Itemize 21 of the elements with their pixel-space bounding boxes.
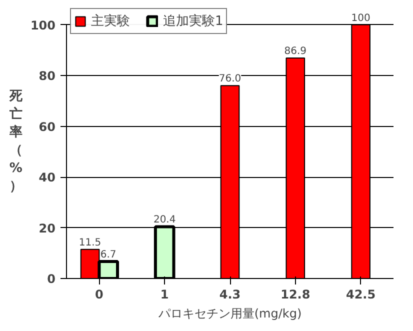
x-tick-label: 42.5	[346, 288, 376, 302]
y-tick-label: 100	[30, 18, 56, 32]
y-tick-label: 80	[38, 69, 56, 84]
data-label: 6.7	[100, 250, 116, 260]
y-tick-label: 20	[38, 221, 56, 236]
data-label: 11.5	[78, 237, 102, 248]
legend-label: 主実験	[91, 13, 130, 30]
data-label: 86.9	[284, 46, 307, 58]
data-label: 76.0	[218, 74, 242, 85]
x-tick-label: 0	[95, 288, 104, 302]
data-label: 20.4	[153, 214, 176, 226]
y-tick-label: 60	[38, 120, 56, 134]
legend-label: 追加実験1	[163, 13, 224, 30]
y-tick-label: 40	[38, 170, 56, 185]
x-tick-label: 4.3	[219, 288, 241, 302]
x-tick-label: 1	[160, 288, 169, 302]
y-axis-title: 死亡率（%）	[8, 89, 24, 194]
y-tick-label: 0	[47, 272, 56, 286]
x-axis-title: パロキセチン用量(mg/kg)	[157, 306, 302, 320]
data-label: 100	[351, 12, 370, 24]
x-tick-label: 12.8	[280, 288, 310, 302]
